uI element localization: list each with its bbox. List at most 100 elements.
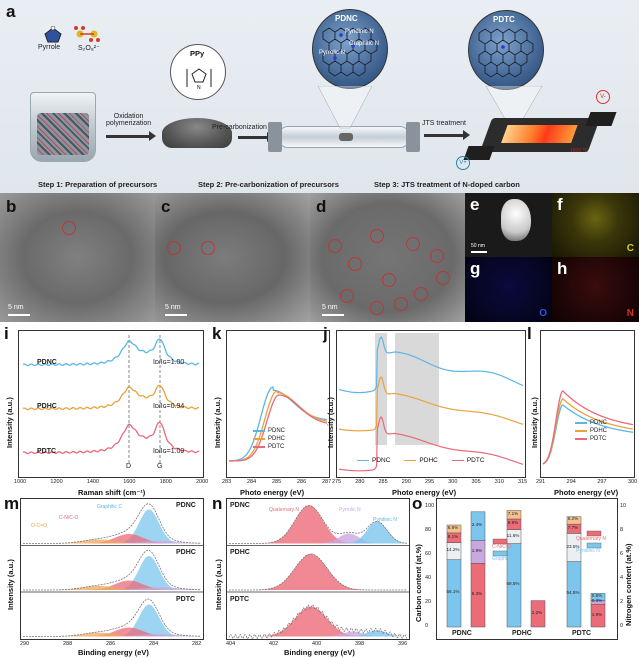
o-legend-carbon-label: C-N/C-O: [492, 544, 512, 550]
o-carbon-pct-label: 14.2%: [446, 547, 460, 553]
defect-circle: [167, 241, 181, 255]
defect-circle: [436, 271, 450, 285]
m-series-pdhc: PDHC: [176, 549, 196, 556]
panel-letter-i: i: [4, 324, 9, 343]
n-series-pdnc: PDNC: [230, 502, 250, 509]
n-ylabel: Intensity (a.u.): [214, 559, 223, 610]
pdtc-zoom-title: PDTC: [493, 15, 515, 24]
o-nitrogen-bar-segment: [470, 511, 486, 541]
particle-image: [501, 199, 531, 241]
k-legend-pdnc: PDNC: [253, 427, 285, 435]
panel-letter-k: k: [212, 324, 222, 343]
scale-label-e: 50 nm: [471, 243, 485, 249]
l-ylabel: Intensity (a.u.): [530, 397, 539, 448]
scale-label-b: 5 nm: [8, 304, 24, 311]
k-line-pdhc: [229, 390, 328, 462]
jts-electrode-right: [585, 112, 617, 126]
m-component-fill: [23, 509, 201, 544]
arrow-1-label: Oxidation polymerization: [106, 113, 152, 127]
panel-letter-o: o: [412, 494, 423, 513]
m-series-pdnc: PDNC: [176, 502, 196, 509]
j-legend-pdtc: PDTC: [451, 457, 485, 464]
j-line-pdnc: [338, 336, 524, 394]
k-legend: PDNC PDHC PDTC: [253, 427, 285, 451]
x-tick-label: 1200: [50, 479, 63, 485]
pyrrole-molecule-icon: [44, 26, 62, 43]
voltage-plus-icon: V+: [456, 156, 470, 170]
j-line-pdtc: [338, 416, 524, 472]
o-legend-nitrogen-swatch: [586, 542, 602, 549]
x-tick-label: 315: [518, 479, 528, 485]
pdtc-zoom-bubble: PDTC: [468, 10, 544, 90]
arrow-3-label: JTS treatment: [422, 120, 466, 127]
o-ytick-right: 8: [620, 527, 624, 533]
n-envelope-line: [229, 553, 407, 591]
defect-circle: [62, 221, 76, 235]
o-ytick-right: 4: [620, 575, 624, 581]
panel-letter-b: b: [6, 197, 17, 216]
x-tick-label: 285: [378, 479, 388, 485]
l-legend-pdhc: PDHC: [575, 427, 607, 435]
pdnc-zoom-bubble: PDNC Pyridinic N Graphitic N Pyrrolic N: [312, 9, 388, 89]
x-tick-label: 402: [269, 641, 279, 647]
tem-image-d: d 5 nm: [310, 193, 465, 322]
n-component-fill: [229, 606, 407, 637]
o-nitrogen-pct-label: 2.2%: [531, 609, 543, 615]
k-plot: PDNC PDHC PDTC: [226, 330, 330, 478]
x-tick-label: 1400: [86, 479, 100, 485]
x-tick-label: 396: [398, 641, 408, 647]
scale-bar-e: [471, 251, 487, 253]
defect-circle: [414, 287, 428, 301]
o-category-label: PDTC: [572, 630, 592, 637]
beaker-illustration: [30, 92, 96, 162]
eds-map-c: f C: [552, 193, 639, 257]
element-label-c: C: [626, 243, 634, 254]
l-line-pdhc: [542, 398, 634, 465]
o-carbon-pct-label: 54.5%: [566, 590, 580, 596]
raman-line-pdnc: [22, 338, 199, 367]
x-tick-label: 290: [20, 641, 30, 647]
arrow-2-label: Pre-carbonization: [212, 124, 267, 131]
scale-label-d: 5 nm: [322, 304, 338, 311]
o-carbon-pct-label: 8.1%: [447, 533, 459, 539]
o-nitrogen-bar-segment: [590, 593, 606, 601]
o-carbon-pct-label: 7.7%: [567, 524, 579, 530]
o-nitrogen-pct-label: 5.3%: [471, 591, 483, 597]
pyridinic-n-label: Pyridinic N: [345, 29, 374, 35]
step-3-text: Step 3: JTS treatment of N-doped carbon: [374, 180, 520, 189]
o-carbon-pct-label: 6.2%: [567, 516, 579, 522]
ppy-bubble: PPy N: [170, 44, 226, 100]
raman-svg: [22, 335, 200, 463]
o-ytick-left: 40: [425, 575, 432, 581]
m-xlabel: Binding energy (eV): [78, 648, 149, 657]
x-tick-label: 286: [297, 479, 307, 485]
step-2-text: Step 2: Pre-carbonization of precursors: [198, 180, 339, 189]
o-nitrogen-pct-label: 1.9%: [591, 611, 603, 617]
raman-plot: PDNC PDHC PDTC Iᴅ/Iɢ=1.00 Iᴅ/Iɢ=0.94 Iᴅ/…: [18, 330, 204, 478]
x-tick-label: 305: [471, 479, 481, 485]
o-legend-nitrogen-swatch: [586, 530, 602, 537]
persulfate-molecule-icon: [74, 26, 100, 42]
tem-image-c: c 5 nm: [155, 193, 310, 322]
o-carbon-bar-segment: [446, 524, 462, 534]
x-tick-label: 297: [597, 479, 607, 485]
raman-ratio-pdhc: Iᴅ/Iɢ=0.94: [153, 403, 185, 410]
ppy-label: PPy: [190, 49, 205, 58]
m-component-fill: [23, 633, 201, 637]
o-legend-nitrogen-label: Pyridinic N: [576, 548, 600, 554]
n-component-fill: [229, 505, 407, 544]
defect-circle: [394, 297, 408, 311]
raman-d-label: D: [126, 463, 132, 470]
n-xlabel: Binding energy (eV): [284, 648, 355, 657]
raman-ratio-pdnc: Iᴅ/Iɢ=1.00: [153, 359, 185, 366]
x-tick-label: 290: [401, 479, 411, 485]
eds-map-n: h N: [552, 257, 639, 322]
m-envelope-line: [23, 598, 201, 637]
x-tick-label: 294: [566, 479, 576, 485]
n-component-fill: [229, 554, 407, 590]
j-xlabel: Photo energy (eV): [392, 488, 457, 497]
n-envelope-line: [229, 505, 408, 544]
x-tick-label: 404: [226, 641, 236, 647]
m-plot: PDNC PDHC PDTC O-C=O C-N/C-O Graphitic C: [20, 498, 204, 640]
n-series-pdhc: PDHC: [230, 549, 250, 556]
